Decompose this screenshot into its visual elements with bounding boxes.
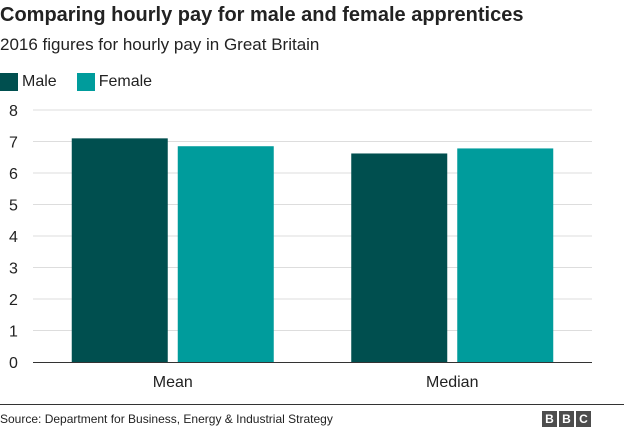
y-tick-label: 5: [9, 198, 18, 215]
y-tick-label: 3: [9, 261, 18, 278]
legend-item-female: Female: [76, 73, 153, 91]
bbc-logo-letter: B: [559, 411, 574, 427]
legend-swatch-male: [0, 73, 18, 91]
y-tick-label: 2: [9, 292, 18, 309]
legend-label-female: Female: [98, 73, 153, 90]
legend-item-male: Male: [0, 73, 57, 91]
y-tick-label: 8: [9, 103, 18, 120]
footer-divider: [0, 404, 624, 405]
y-tick-label: 0: [9, 355, 18, 372]
bbc-logo-letter: C: [576, 411, 591, 427]
y-tick-label: 1: [9, 324, 18, 341]
legend: Male Female: [0, 70, 172, 94]
x-tick-label: Median: [426, 374, 478, 391]
bbc-logo-letter: B: [542, 411, 557, 427]
chart-title: Comparing hourly pay for male and female…: [0, 4, 524, 26]
y-tick-label: 6: [9, 166, 18, 183]
bar-female-mean: [177, 146, 274, 362]
y-tick-label: 4: [9, 229, 18, 246]
bbc-logo: B B C: [542, 411, 591, 427]
legend-label-male: Male: [22, 73, 57, 90]
bar-male-median: [351, 153, 448, 362]
bar-female-median: [457, 148, 554, 362]
bar-male-mean: [71, 138, 168, 362]
source-note: Source: Department for Business, Energy …: [0, 412, 333, 426]
chart-subtitle: 2016 figures for hourly pay in Great Bri…: [0, 35, 320, 54]
y-tick-label: 7: [9, 135, 18, 152]
x-tick-label: Mean: [153, 374, 193, 391]
legend-swatch-female: [76, 73, 95, 91]
